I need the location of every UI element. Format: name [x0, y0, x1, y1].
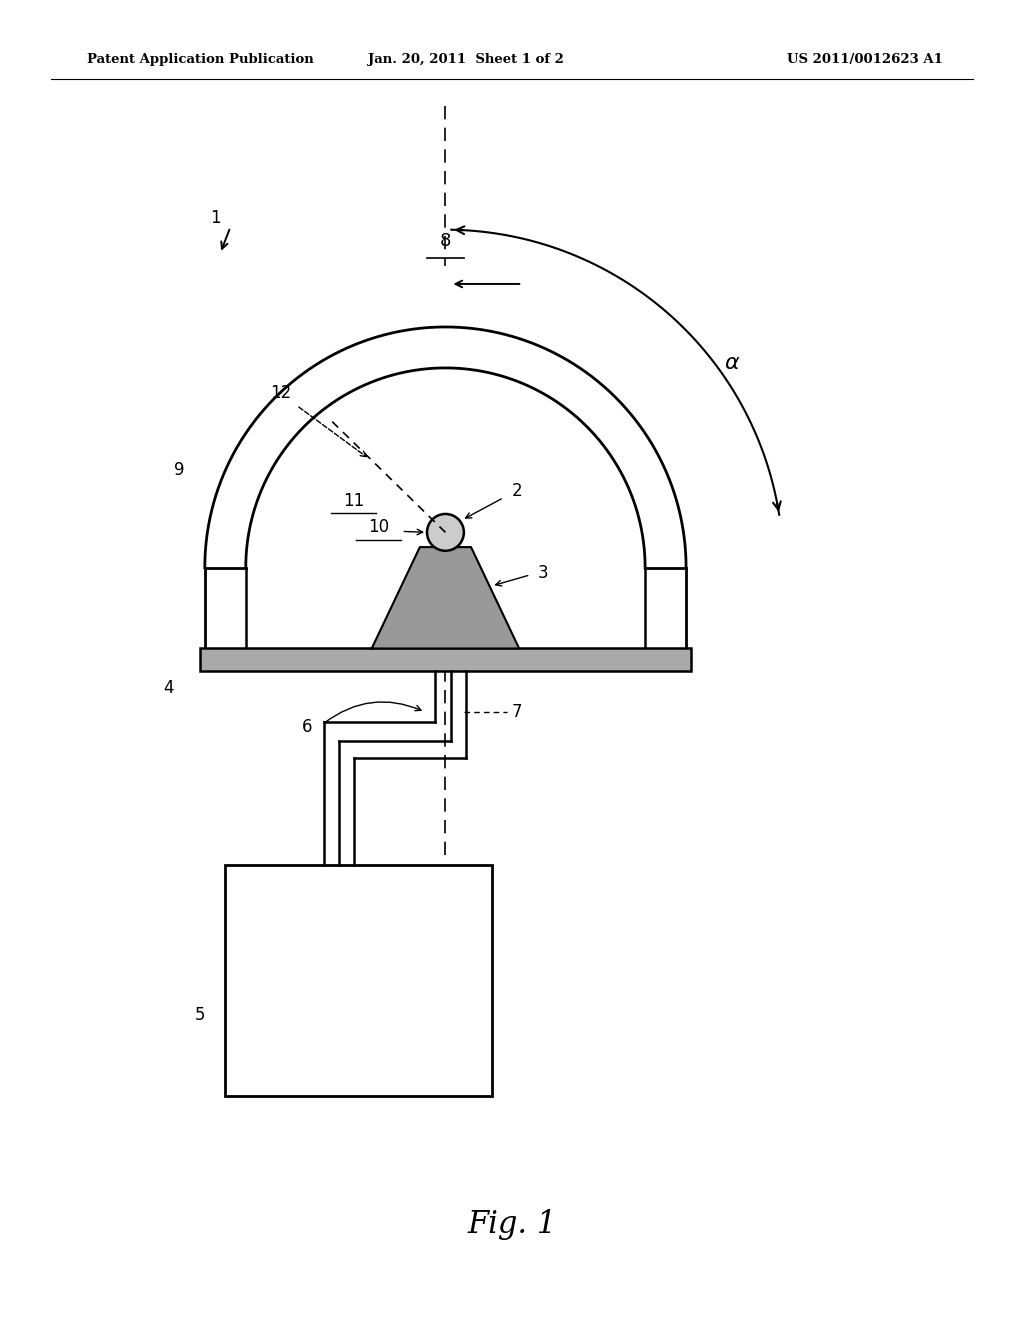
Text: 11: 11 [343, 492, 364, 510]
Text: 7: 7 [512, 704, 522, 721]
Circle shape [427, 513, 464, 550]
Text: 4: 4 [164, 680, 174, 697]
Text: 8: 8 [439, 232, 452, 251]
Text: Jan. 20, 2011  Sheet 1 of 2: Jan. 20, 2011 Sheet 1 of 2 [368, 53, 564, 66]
Text: 1: 1 [210, 209, 220, 227]
Text: 6: 6 [302, 718, 312, 737]
Bar [225, 865, 492, 1096]
Text: 5: 5 [195, 1006, 205, 1024]
Text: US 2011/0012623 A1: US 2011/0012623 A1 [787, 53, 943, 66]
Text: Fig. 1: Fig. 1 [467, 1209, 557, 1241]
Text: 3: 3 [538, 564, 548, 582]
Text: 10: 10 [369, 519, 389, 536]
Text: Patent Application Publication: Patent Application Publication [87, 53, 313, 66]
Text: 12: 12 [270, 384, 292, 403]
Polygon shape [372, 546, 519, 648]
Text: 9: 9 [174, 461, 184, 479]
Bar [200, 648, 691, 671]
Text: $\alpha$: $\alpha$ [724, 352, 740, 372]
Text: 2: 2 [512, 482, 522, 500]
